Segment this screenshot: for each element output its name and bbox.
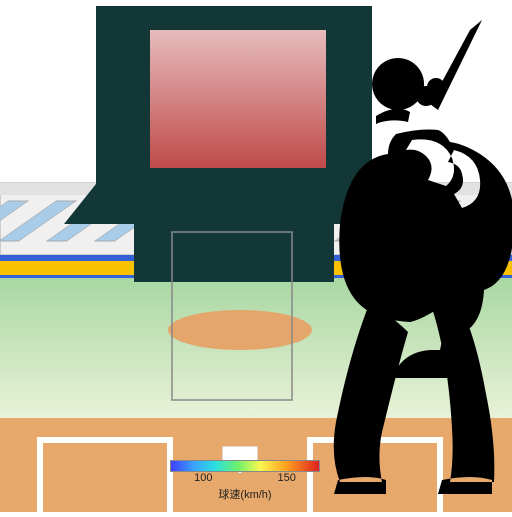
scene-svg: [0, 0, 512, 512]
pitch-location-diagram: [0, 0, 512, 512]
legend-tick: 150: [277, 472, 295, 484]
legend-ticks: 100 150: [170, 472, 320, 486]
legend-gradient: [170, 460, 320, 472]
legend-label: 球速(km/h): [170, 486, 320, 502]
speed-legend: 100 150 球速(km/h): [170, 460, 320, 502]
legend-tick: 100: [194, 472, 212, 484]
